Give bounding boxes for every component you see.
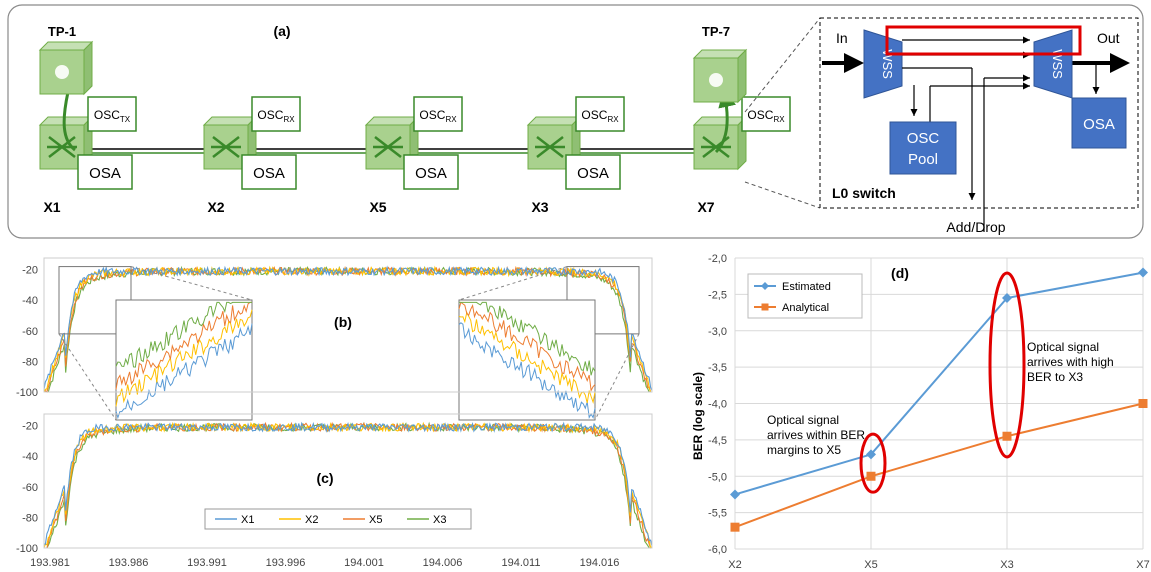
legend-label-x1: X1 — [241, 514, 254, 526]
spectra-legend: X1 X2 X5 X3 — [205, 509, 471, 529]
y-tick-label: -5,0 — [708, 471, 727, 483]
spectra-y-tick: -20 — [22, 265, 38, 277]
transponder-tp7-label: TP-7 — [702, 24, 730, 39]
panel-a: (a) OSCTXOSAX1OSCRXOSAX2OSCRXOSAX5OSCRXO… — [8, 5, 1143, 238]
y-tick-label: -4,5 — [708, 435, 727, 447]
spectra-x-tick: 194.001 — [344, 557, 384, 569]
inset-connector — [595, 334, 639, 420]
node-top — [366, 117, 418, 125]
y-tick-label: -3,5 — [708, 362, 727, 374]
osa-label: OSA — [89, 165, 121, 182]
legend-marker — [762, 304, 769, 311]
spectra-x-tick: 193.986 — [109, 557, 149, 569]
inset-right — [459, 300, 595, 420]
osc-pool-line2: Pool — [908, 151, 938, 168]
laser-icon — [709, 73, 723, 87]
legend-label-analytical: Analytical — [782, 302, 829, 314]
data-point-analytical — [1139, 399, 1148, 408]
spectrum-chart-b: -20 -40 -60 -80 -100 — [16, 258, 652, 420]
y-tick-label: -3,0 — [708, 326, 727, 338]
annotation-text: arrives within BER — [767, 428, 865, 442]
node-top — [204, 117, 256, 125]
y-tick-label: -6,0 — [708, 544, 727, 556]
annotation-text: margins to X5 — [767, 443, 841, 457]
legend-label-x3: X3 — [433, 514, 446, 526]
data-point-analytical — [731, 523, 740, 532]
osa-label: OSA — [577, 165, 609, 182]
spectra-y-tick: -100 — [16, 387, 38, 399]
highlight-ellipse-x5 — [861, 434, 885, 492]
spectrum-chart-c: -20 -40 -60 -80 -100 — [16, 414, 652, 555]
legend-label-estimated: Estimated — [782, 281, 831, 293]
legend-label-x2: X2 — [305, 514, 318, 526]
panel-a-label: (a) — [273, 23, 290, 39]
spectra-y-tick: -20 — [22, 421, 38, 433]
node-name: X2 — [207, 199, 224, 215]
laser-icon — [55, 65, 69, 79]
data-point-analytical — [867, 472, 876, 481]
legend-label-x5: X5 — [369, 514, 382, 526]
x-tick-label: X5 — [864, 559, 877, 571]
node-name: X1 — [43, 199, 60, 215]
spectra-x-tick: 193.996 — [266, 557, 306, 569]
spectra-x-axis: 193.981 193.986 193.991 193.996 194.001 194.0… — [30, 557, 619, 569]
y-tick-label: -4,0 — [708, 399, 727, 411]
node-top — [528, 117, 580, 125]
annotation-text: Optical signal — [1027, 340, 1099, 354]
spectra-y-tick: -60 — [22, 482, 38, 494]
l0-switch-detail: In Out WSS WSS OSC Pool — [820, 18, 1138, 235]
node-name: X7 — [697, 199, 714, 215]
panel-b-label: (b) — [334, 314, 352, 330]
in-label: In — [836, 30, 848, 46]
annotation-text: BER to X3 — [1027, 370, 1083, 384]
spectra-x-tick: 194.011 — [502, 557, 541, 569]
ber-chart: (d) BER (log scale) -2,0 -2,5 -3,0 -3,5 -4,0… — [691, 253, 1150, 571]
spectra-x-tick: 193.981 — [30, 557, 70, 569]
spectra-x-tick: 194.016 — [580, 557, 620, 569]
spectra-y-tick: -80 — [22, 512, 38, 524]
annotation-text: Optical signal — [767, 413, 839, 427]
spectra-y-tick: -40 — [22, 295, 38, 307]
y-tick-label: -2,0 — [708, 253, 727, 265]
spectra-y-tick: -60 — [22, 326, 38, 338]
spectra-y-tick: -80 — [22, 356, 38, 368]
node-top — [40, 117, 92, 125]
x-tick-label: X2 — [728, 559, 741, 571]
node-name: X5 — [369, 199, 386, 215]
chart-title: (d) — [891, 265, 909, 281]
l0-switch-title: L0 switch — [832, 185, 896, 201]
y-axis-label: BER (log scale) — [691, 372, 705, 460]
osa-label: OSA — [415, 165, 447, 182]
osa-label: OSA — [253, 165, 285, 182]
annotation-text: arrives with high — [1027, 355, 1114, 369]
y-tick-label: -2,5 — [708, 289, 727, 301]
inset-left — [116, 300, 252, 420]
spectra-y-tick: -40 — [22, 451, 38, 463]
spectra-panels: -20 -40 -60 -80 -100 -20 -40 -60 -80 -100 (b) (c… — [16, 258, 652, 569]
switch-osa-label: OSA — [1083, 116, 1115, 133]
data-point-estimated — [1138, 268, 1148, 278]
out-label: Out — [1097, 30, 1120, 46]
node-name: X3 — [531, 199, 548, 215]
spectra-x-tick: 193.991 — [187, 557, 227, 569]
spectra-y-tick: -100 — [16, 543, 38, 555]
x-tick-label: X3 — [1000, 559, 1013, 571]
transponder-tp1-label: TP-1 — [48, 24, 76, 39]
y-tick-label: -5,5 — [708, 508, 727, 520]
add-drop-label: Add/Drop — [946, 219, 1005, 235]
node-top — [694, 117, 746, 125]
spectra-x-tick: 194.006 — [423, 557, 463, 569]
x-tick-label: X7 — [1136, 559, 1149, 571]
panel-c-label: (c) — [316, 470, 333, 486]
osc-pool-line1: OSC — [907, 130, 940, 147]
data-point-estimated — [730, 489, 740, 499]
data-point-analytical — [1003, 432, 1012, 441]
